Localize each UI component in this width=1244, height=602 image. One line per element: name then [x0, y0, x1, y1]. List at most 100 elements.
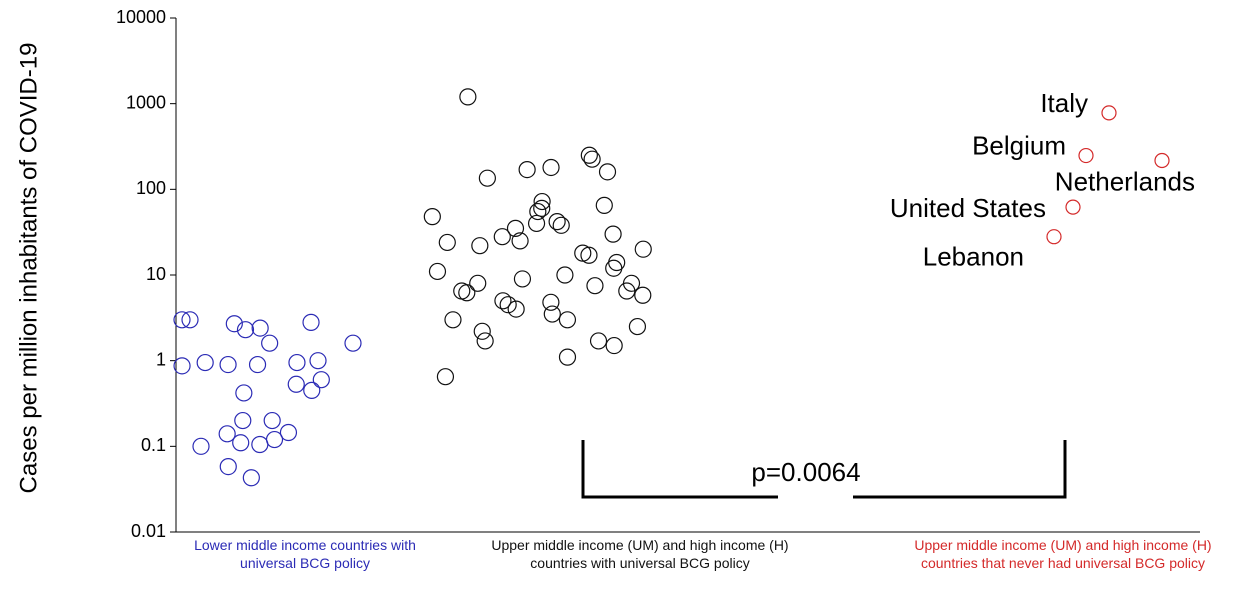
category-label: Upper middle income (UM) and high income…	[491, 537, 789, 571]
data-point	[1078, 147, 1094, 164]
point-label: Lebanon	[923, 242, 1024, 272]
data-point	[558, 311, 577, 329]
data-point	[583, 150, 601, 168]
data-point	[436, 368, 455, 386]
data-point	[604, 225, 622, 243]
y-axis-label: Cases per million inhabitants of COVID-1…	[15, 43, 42, 494]
data-point	[634, 240, 652, 258]
data-point	[1046, 229, 1062, 245]
data-point	[580, 146, 598, 164]
data-point	[595, 196, 613, 214]
data-point	[242, 469, 260, 487]
data-point	[618, 282, 636, 300]
data-point	[586, 277, 604, 295]
data-point	[196, 353, 214, 372]
data-point	[542, 293, 560, 311]
data-point	[444, 311, 462, 329]
data-point	[287, 375, 305, 393]
data-point	[518, 160, 536, 179]
data-point	[548, 213, 566, 231]
data-point	[173, 311, 191, 329]
data-point	[589, 332, 608, 350]
data-point	[181, 311, 199, 329]
y-tick-label: 10	[146, 264, 166, 284]
data-point	[232, 434, 250, 452]
data-point	[458, 284, 476, 302]
data-point	[476, 332, 494, 350]
y-tick-label: 1000	[126, 92, 166, 112]
point-label: Italy	[1040, 88, 1088, 118]
data-point	[279, 423, 298, 442]
data-point	[236, 321, 255, 339]
data-point	[423, 208, 441, 226]
data-point	[1154, 152, 1170, 169]
y-tick-label: 10000	[116, 7, 166, 27]
data-point	[471, 237, 489, 255]
data-point	[605, 259, 623, 277]
data-point	[598, 163, 617, 181]
data-point	[303, 381, 321, 399]
point-label: United States	[890, 193, 1046, 223]
p-value: p=0.0064	[751, 457, 860, 487]
data-point	[552, 216, 570, 234]
data-point	[263, 411, 281, 430]
data-point	[507, 300, 525, 318]
data-point	[459, 88, 477, 106]
data-point	[309, 352, 327, 370]
data-point	[428, 262, 447, 281]
data-point	[219, 457, 237, 476]
point-label: Belgium	[972, 130, 1066, 160]
y-tick-label: 0.1	[141, 435, 166, 455]
y-tick-label: 0.01	[131, 521, 166, 541]
data-point	[533, 199, 551, 217]
data-point	[543, 305, 561, 323]
data-point	[529, 202, 547, 221]
data-point	[248, 355, 267, 374]
data-point	[288, 353, 306, 372]
data-point	[302, 313, 320, 331]
data-point	[473, 322, 491, 340]
data-point	[527, 214, 546, 233]
data-point	[192, 437, 210, 455]
data-point	[605, 336, 623, 355]
data-point	[513, 270, 532, 288]
data-point	[453, 282, 471, 300]
data-point	[265, 430, 284, 449]
data-point	[234, 411, 252, 430]
data-point	[494, 292, 512, 310]
data-point	[261, 334, 279, 352]
y-tick-label: 1	[156, 349, 166, 369]
data-point	[634, 286, 652, 304]
data-point	[218, 425, 236, 443]
data-point	[251, 435, 269, 454]
data-point	[511, 232, 529, 250]
data-point	[225, 315, 243, 333]
data-point	[312, 371, 330, 389]
data-point	[173, 357, 191, 375]
point-label: Netherlands	[1055, 166, 1195, 196]
data-point	[533, 192, 551, 211]
data-point	[1101, 105, 1117, 121]
data-point	[219, 355, 237, 374]
data-point	[506, 219, 525, 237]
data-point	[542, 158, 560, 177]
data-point	[438, 233, 456, 252]
data-point	[235, 384, 253, 402]
data-point	[251, 319, 269, 337]
data-point	[558, 348, 577, 366]
data-point	[478, 169, 496, 187]
data-point	[469, 274, 487, 292]
data-point	[499, 296, 517, 314]
data-point	[556, 266, 574, 284]
data-point	[1065, 199, 1081, 215]
data-point	[493, 228, 511, 246]
category-label: Upper middle income (UM) and high income…	[914, 537, 1212, 571]
y-tick-label: 100	[136, 178, 166, 198]
data-point	[580, 246, 598, 264]
category-label: Lower middle income countries with unive…	[194, 537, 416, 571]
data-point	[344, 334, 362, 352]
significance-bracket	[581, 440, 1067, 499]
data-point	[628, 317, 647, 336]
